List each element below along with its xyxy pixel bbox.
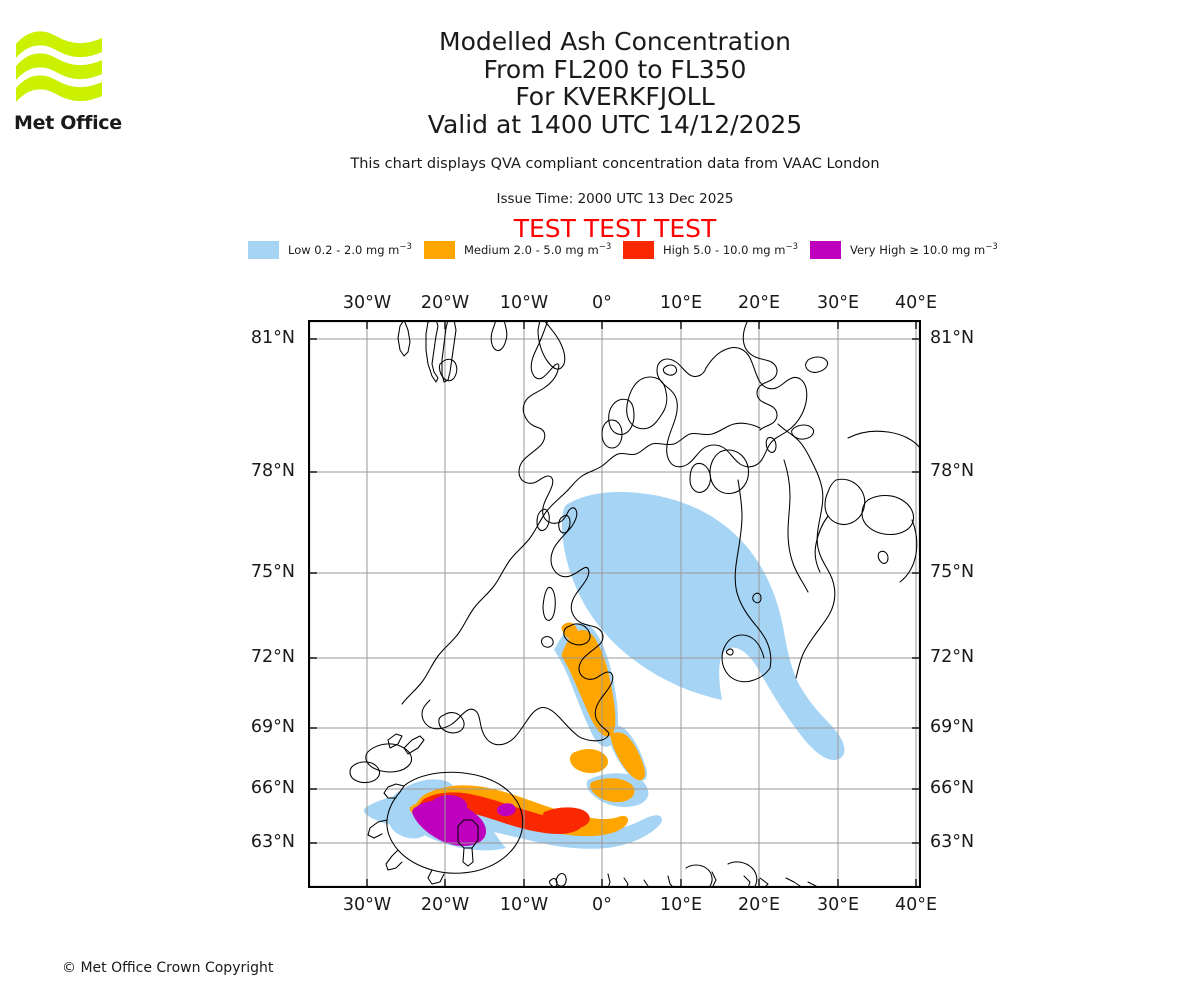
test-banner: TEST TEST TEST	[513, 214, 717, 243]
plot-frame	[308, 320, 921, 888]
concentration-legend: Low 0.2 - 2.0 mg m−3 Medium 2.0 - 5.0 mg…	[248, 241, 998, 261]
legend-label-high: High 5.0 - 10.0 mg m−3	[663, 242, 798, 257]
volcano-name: For KVERKFJOLL	[515, 82, 715, 111]
met-office-logo: Met Office	[14, 26, 124, 134]
lat-label-left-1: 78°N	[250, 461, 295, 481]
chart-title-block: Modelled Ash Concentration From FL200 to…	[300, 28, 930, 138]
lon-label-top-5: 20°E	[737, 293, 781, 313]
lat-label-left-4: 69°N	[250, 717, 295, 737]
legend-entry-high: High 5.0 - 10.0 mg m−3	[623, 241, 798, 259]
ash-layer-very-high	[412, 795, 516, 846]
legend-entry-very-high: Very High ≥ 10.0 mg m−3	[810, 241, 998, 259]
lon-label-top-2: 10°W	[499, 293, 549, 313]
lat-label-left-5: 66°N	[250, 778, 295, 798]
map-canvas	[308, 320, 921, 888]
lat-label-left-0: 81°N	[250, 328, 295, 348]
legend-entry-medium: Medium 2.0 - 5.0 mg m−3	[424, 241, 611, 259]
lon-label-bottom-6: 30°E	[816, 895, 860, 915]
lon-label-top-1: 20°W	[420, 293, 470, 313]
flight-level-range: From FL200 to FL350	[483, 54, 747, 84]
legend-swatch-high	[623, 241, 654, 259]
met-office-wave-icon	[16, 31, 102, 102]
lat-label-left-2: 75°N	[250, 562, 295, 582]
legend-swatch-very-high	[810, 241, 841, 259]
lon-label-bottom-3: 0°	[592, 895, 612, 915]
lat-label-right-5: 66°N	[930, 778, 975, 798]
qva-note: This chart displays QVA compliant concen…	[350, 156, 880, 172]
copyright-footer: © Met Office Crown Copyright	[62, 960, 274, 976]
lat-label-right-6: 63°N	[930, 832, 975, 852]
lat-label-left-6: 63°N	[250, 832, 295, 852]
valid-time: Valid at 1400 UTC 14/12/2025	[427, 109, 803, 139]
lon-label-top-3: 0°	[592, 293, 612, 313]
lon-label-top-6: 30°E	[816, 293, 860, 313]
lon-label-top-7: 40°E	[894, 293, 938, 313]
lon-label-bottom-0: 30°W	[342, 895, 392, 915]
lat-label-right-3: 72°N	[930, 647, 975, 667]
coastlines	[349, 321, 920, 887]
lon-label-bottom-7: 40°E	[894, 895, 938, 915]
lat-label-right-0: 81°N	[930, 328, 975, 348]
axis-ticks	[309, 321, 920, 887]
lat-label-left-3: 72°N	[250, 647, 295, 667]
page-title: Modelled Ash Concentration	[439, 27, 791, 56]
legend-swatch-medium	[424, 241, 455, 259]
legend-label-very-high: Very High ≥ 10.0 mg m−3	[850, 242, 998, 257]
lon-label-bottom-4: 10°E	[659, 895, 703, 915]
lat-label-right-4: 69°N	[930, 717, 975, 737]
lon-label-bottom-5: 20°E	[737, 895, 781, 915]
ash-concentration-map	[308, 320, 921, 888]
legend-entry-low: Low 0.2 - 2.0 mg m−3	[248, 241, 412, 259]
lon-label-top-0: 30°W	[342, 293, 392, 313]
lon-label-top-4: 10°E	[659, 293, 703, 313]
legend-swatch-low	[248, 241, 279, 259]
lat-label-right-1: 78°N	[930, 461, 975, 481]
lon-label-bottom-1: 20°W	[420, 895, 470, 915]
issue-time: Issue Time: 2000 UTC 13 Dec 2025	[496, 191, 734, 207]
legend-label-low: Low 0.2 - 2.0 mg m−3	[288, 242, 412, 257]
lat-label-right-2: 75°N	[930, 562, 975, 582]
legend-label-medium: Medium 2.0 - 5.0 mg m−3	[464, 242, 612, 257]
lon-label-bottom-2: 10°W	[499, 895, 549, 915]
met-office-logo-text: Met Office	[14, 112, 122, 134]
